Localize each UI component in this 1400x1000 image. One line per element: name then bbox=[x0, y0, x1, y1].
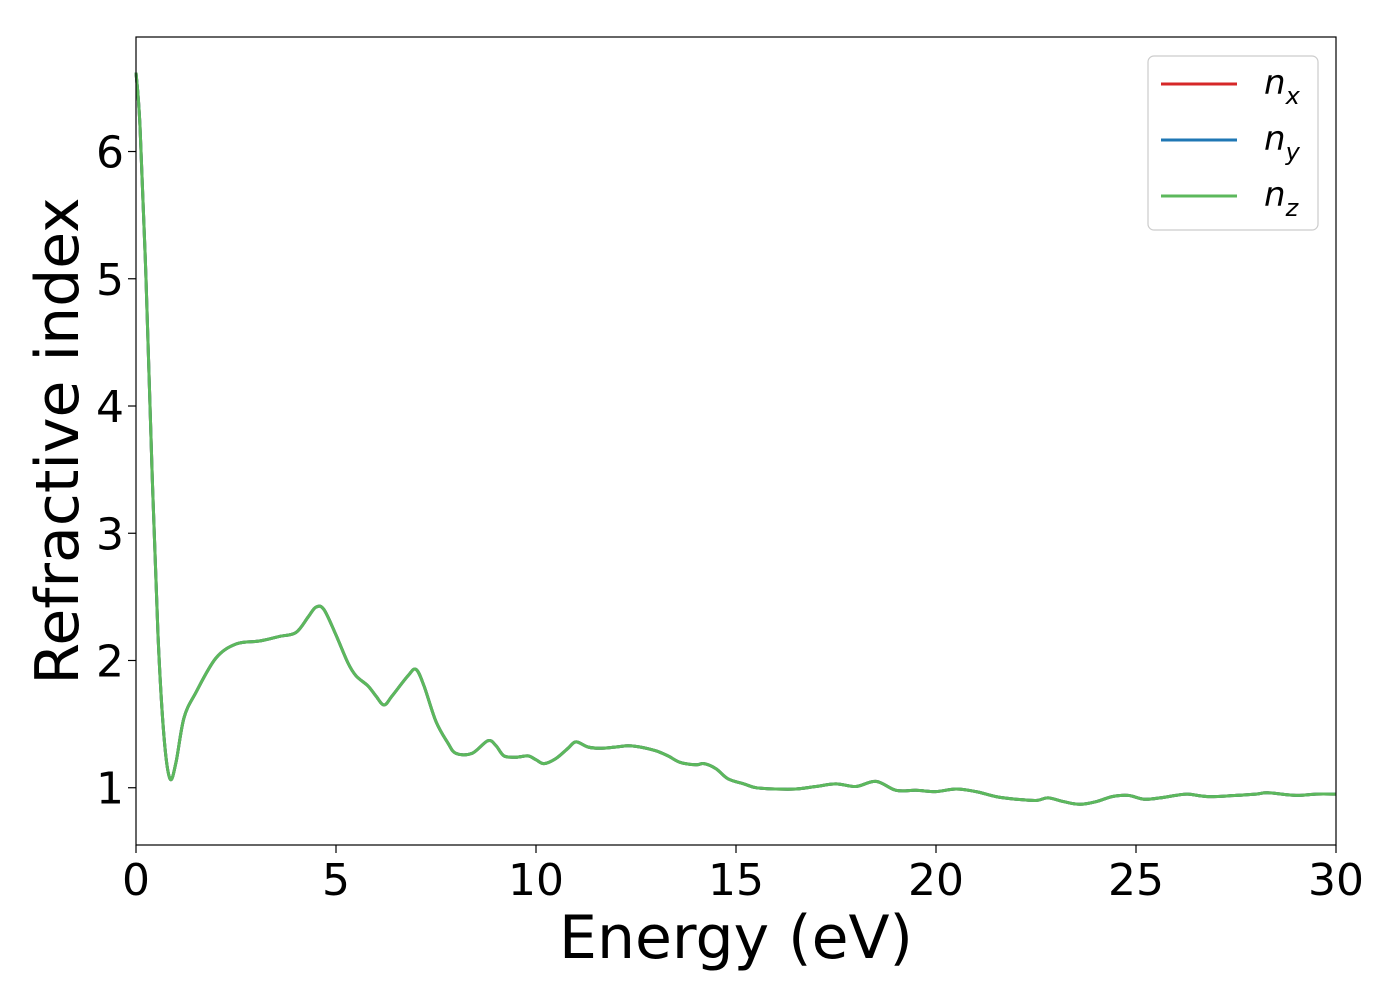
y-tick-label: 1 bbox=[96, 764, 124, 815]
y-tick-label: 4 bbox=[96, 382, 124, 433]
legend-label-y: ny bbox=[1264, 119, 1301, 166]
x-tick-label: 5 bbox=[322, 855, 350, 906]
legend-label-x: nx bbox=[1264, 63, 1301, 110]
y-tick-label: 6 bbox=[96, 128, 124, 179]
legend-label-subscript: y bbox=[1285, 138, 1301, 166]
x-tick-label: 20 bbox=[908, 855, 964, 906]
legend-label-base: n bbox=[1264, 175, 1286, 215]
legend-label-base: n bbox=[1264, 119, 1286, 159]
y-axis-ticks: 1 2 3 4 5 6 bbox=[96, 128, 136, 815]
x-tick-label: 25 bbox=[1108, 855, 1164, 906]
x-tick-label: 15 bbox=[708, 855, 764, 906]
x-tick-label: 10 bbox=[508, 855, 564, 906]
legend-label-base: n bbox=[1264, 63, 1286, 103]
x-tick-label: 0 bbox=[122, 855, 150, 906]
legend-label-subscript: x bbox=[1285, 82, 1301, 110]
y-tick-label: 3 bbox=[96, 509, 124, 560]
legend-label-z: nz bbox=[1264, 175, 1300, 222]
x-tick-label: 30 bbox=[1308, 855, 1364, 906]
plot-lines bbox=[134, 72, 1337, 806]
x-axis-ticks: 0 5 10 15 20 25 30 bbox=[122, 845, 1364, 906]
x-axis-title: Energy (eV) bbox=[559, 903, 913, 973]
legend-box bbox=[1147, 55, 1319, 231]
legend-label-subscript: z bbox=[1285, 194, 1300, 222]
y-tick-label: 2 bbox=[96, 636, 124, 687]
series-line-n-z bbox=[134, 72, 1337, 806]
y-axis-title: Refractive index bbox=[23, 197, 93, 684]
y-tick-label: 5 bbox=[96, 255, 124, 306]
